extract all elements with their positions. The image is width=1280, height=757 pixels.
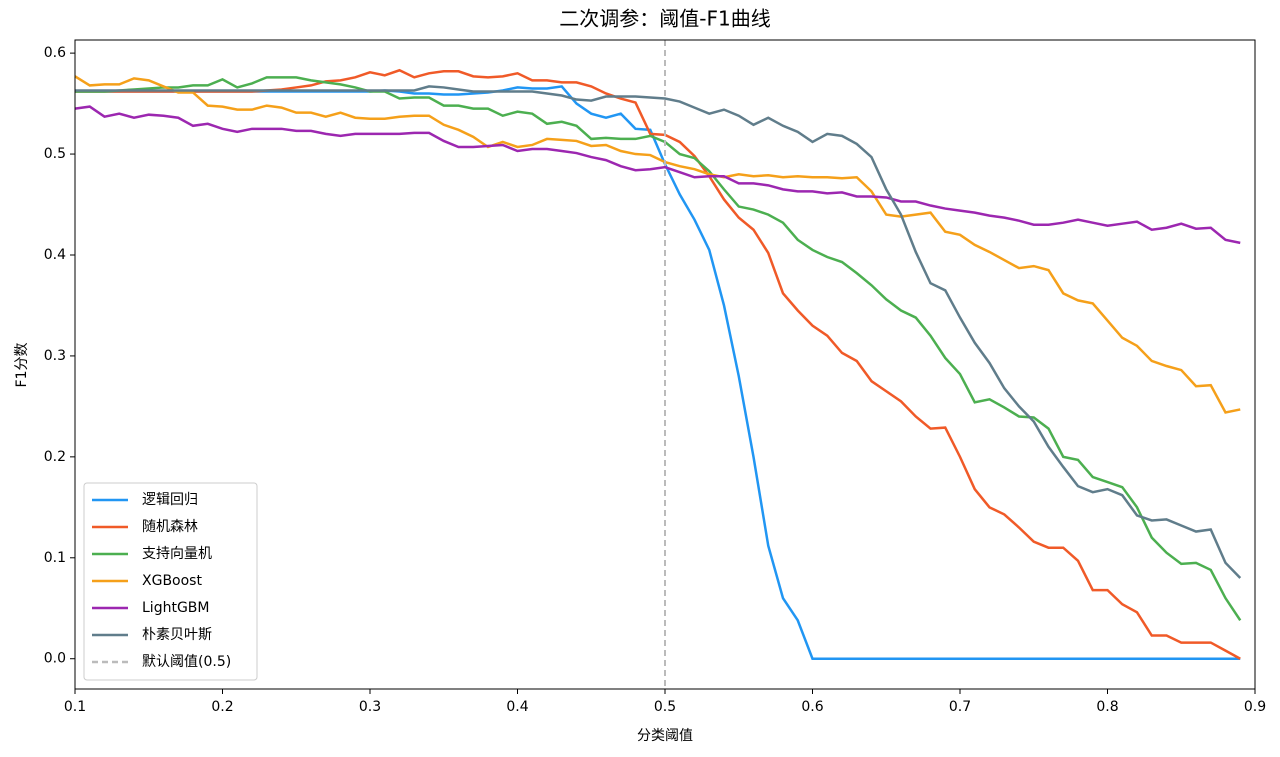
x-tick-label: 0.7 [949,699,971,715]
y-tick-label: 0.2 [44,449,66,465]
x-tick-label: 0.4 [506,699,528,715]
series-line [75,85,1242,579]
y-tick-label: 0.6 [44,45,66,61]
plot-frame [74,39,1256,690]
legend-label: LightGBM [142,600,209,616]
y-tick-label: 0.0 [44,651,66,667]
x-tick-label: 0.6 [801,699,823,715]
legend-label: XGBoost [142,573,202,589]
series-line [74,75,1241,414]
series-line [74,105,1241,245]
x-tick-label: 0.8 [1096,699,1118,715]
legend-label: 默认阈值(0.5) [142,654,231,670]
y-axis-label: F1分数 [14,343,30,388]
y-tick-label: 0.1 [44,550,66,566]
x-tick-label: 0.1 [64,699,86,715]
x-tick-label: 0.9 [1244,699,1266,715]
x-tick-label: 0.5 [654,699,676,715]
legend-box [83,482,258,681]
legend-label: 支持向量机 [142,546,212,562]
x-tick-label: 0.2 [211,699,233,715]
legend-label: 逻辑回归 [142,491,198,508]
y-tick-label: 0.4 [44,247,66,263]
x-axis-label: 分类阈值 [637,728,693,744]
chart-title: 二次调参：阈值-F1曲线 [559,7,770,31]
y-tick-label: 0.3 [44,348,66,364]
x-tick-label: 0.3 [359,699,381,715]
legend-label: 朴素贝叶斯 [142,627,212,643]
legend-label: 随机森林 [142,519,198,535]
y-tick-label: 0.5 [44,146,66,162]
series-line [75,76,1242,622]
